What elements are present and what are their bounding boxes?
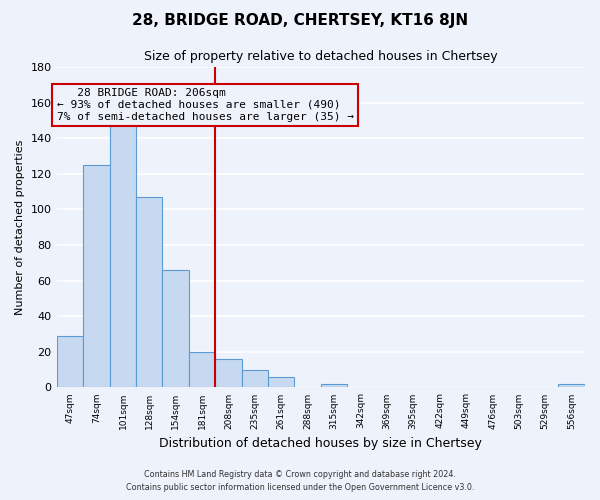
Bar	[56, 336, 83, 388]
Text: Contains HM Land Registry data © Crown copyright and database right 2024.
Contai: Contains HM Land Registry data © Crown c…	[126, 470, 474, 492]
Bar	[83, 165, 110, 388]
Bar	[321, 384, 347, 388]
Text: 28, BRIDGE ROAD, CHERTSEY, KT16 8JN: 28, BRIDGE ROAD, CHERTSEY, KT16 8JN	[132, 12, 468, 28]
Bar	[559, 384, 585, 388]
Bar	[162, 270, 188, 388]
Bar	[268, 376, 294, 388]
Bar	[188, 352, 215, 388]
Title: Size of property relative to detached houses in Chertsey: Size of property relative to detached ho…	[144, 50, 497, 63]
Bar	[110, 120, 136, 388]
Y-axis label: Number of detached properties: Number of detached properties	[15, 140, 25, 315]
Bar	[242, 370, 268, 388]
Bar	[136, 197, 162, 388]
Text: 28 BRIDGE ROAD: 206sqm
← 93% of detached houses are smaller (490)
7% of semi-det: 28 BRIDGE ROAD: 206sqm ← 93% of detached…	[56, 88, 353, 122]
Bar	[215, 359, 242, 388]
X-axis label: Distribution of detached houses by size in Chertsey: Distribution of detached houses by size …	[160, 437, 482, 450]
